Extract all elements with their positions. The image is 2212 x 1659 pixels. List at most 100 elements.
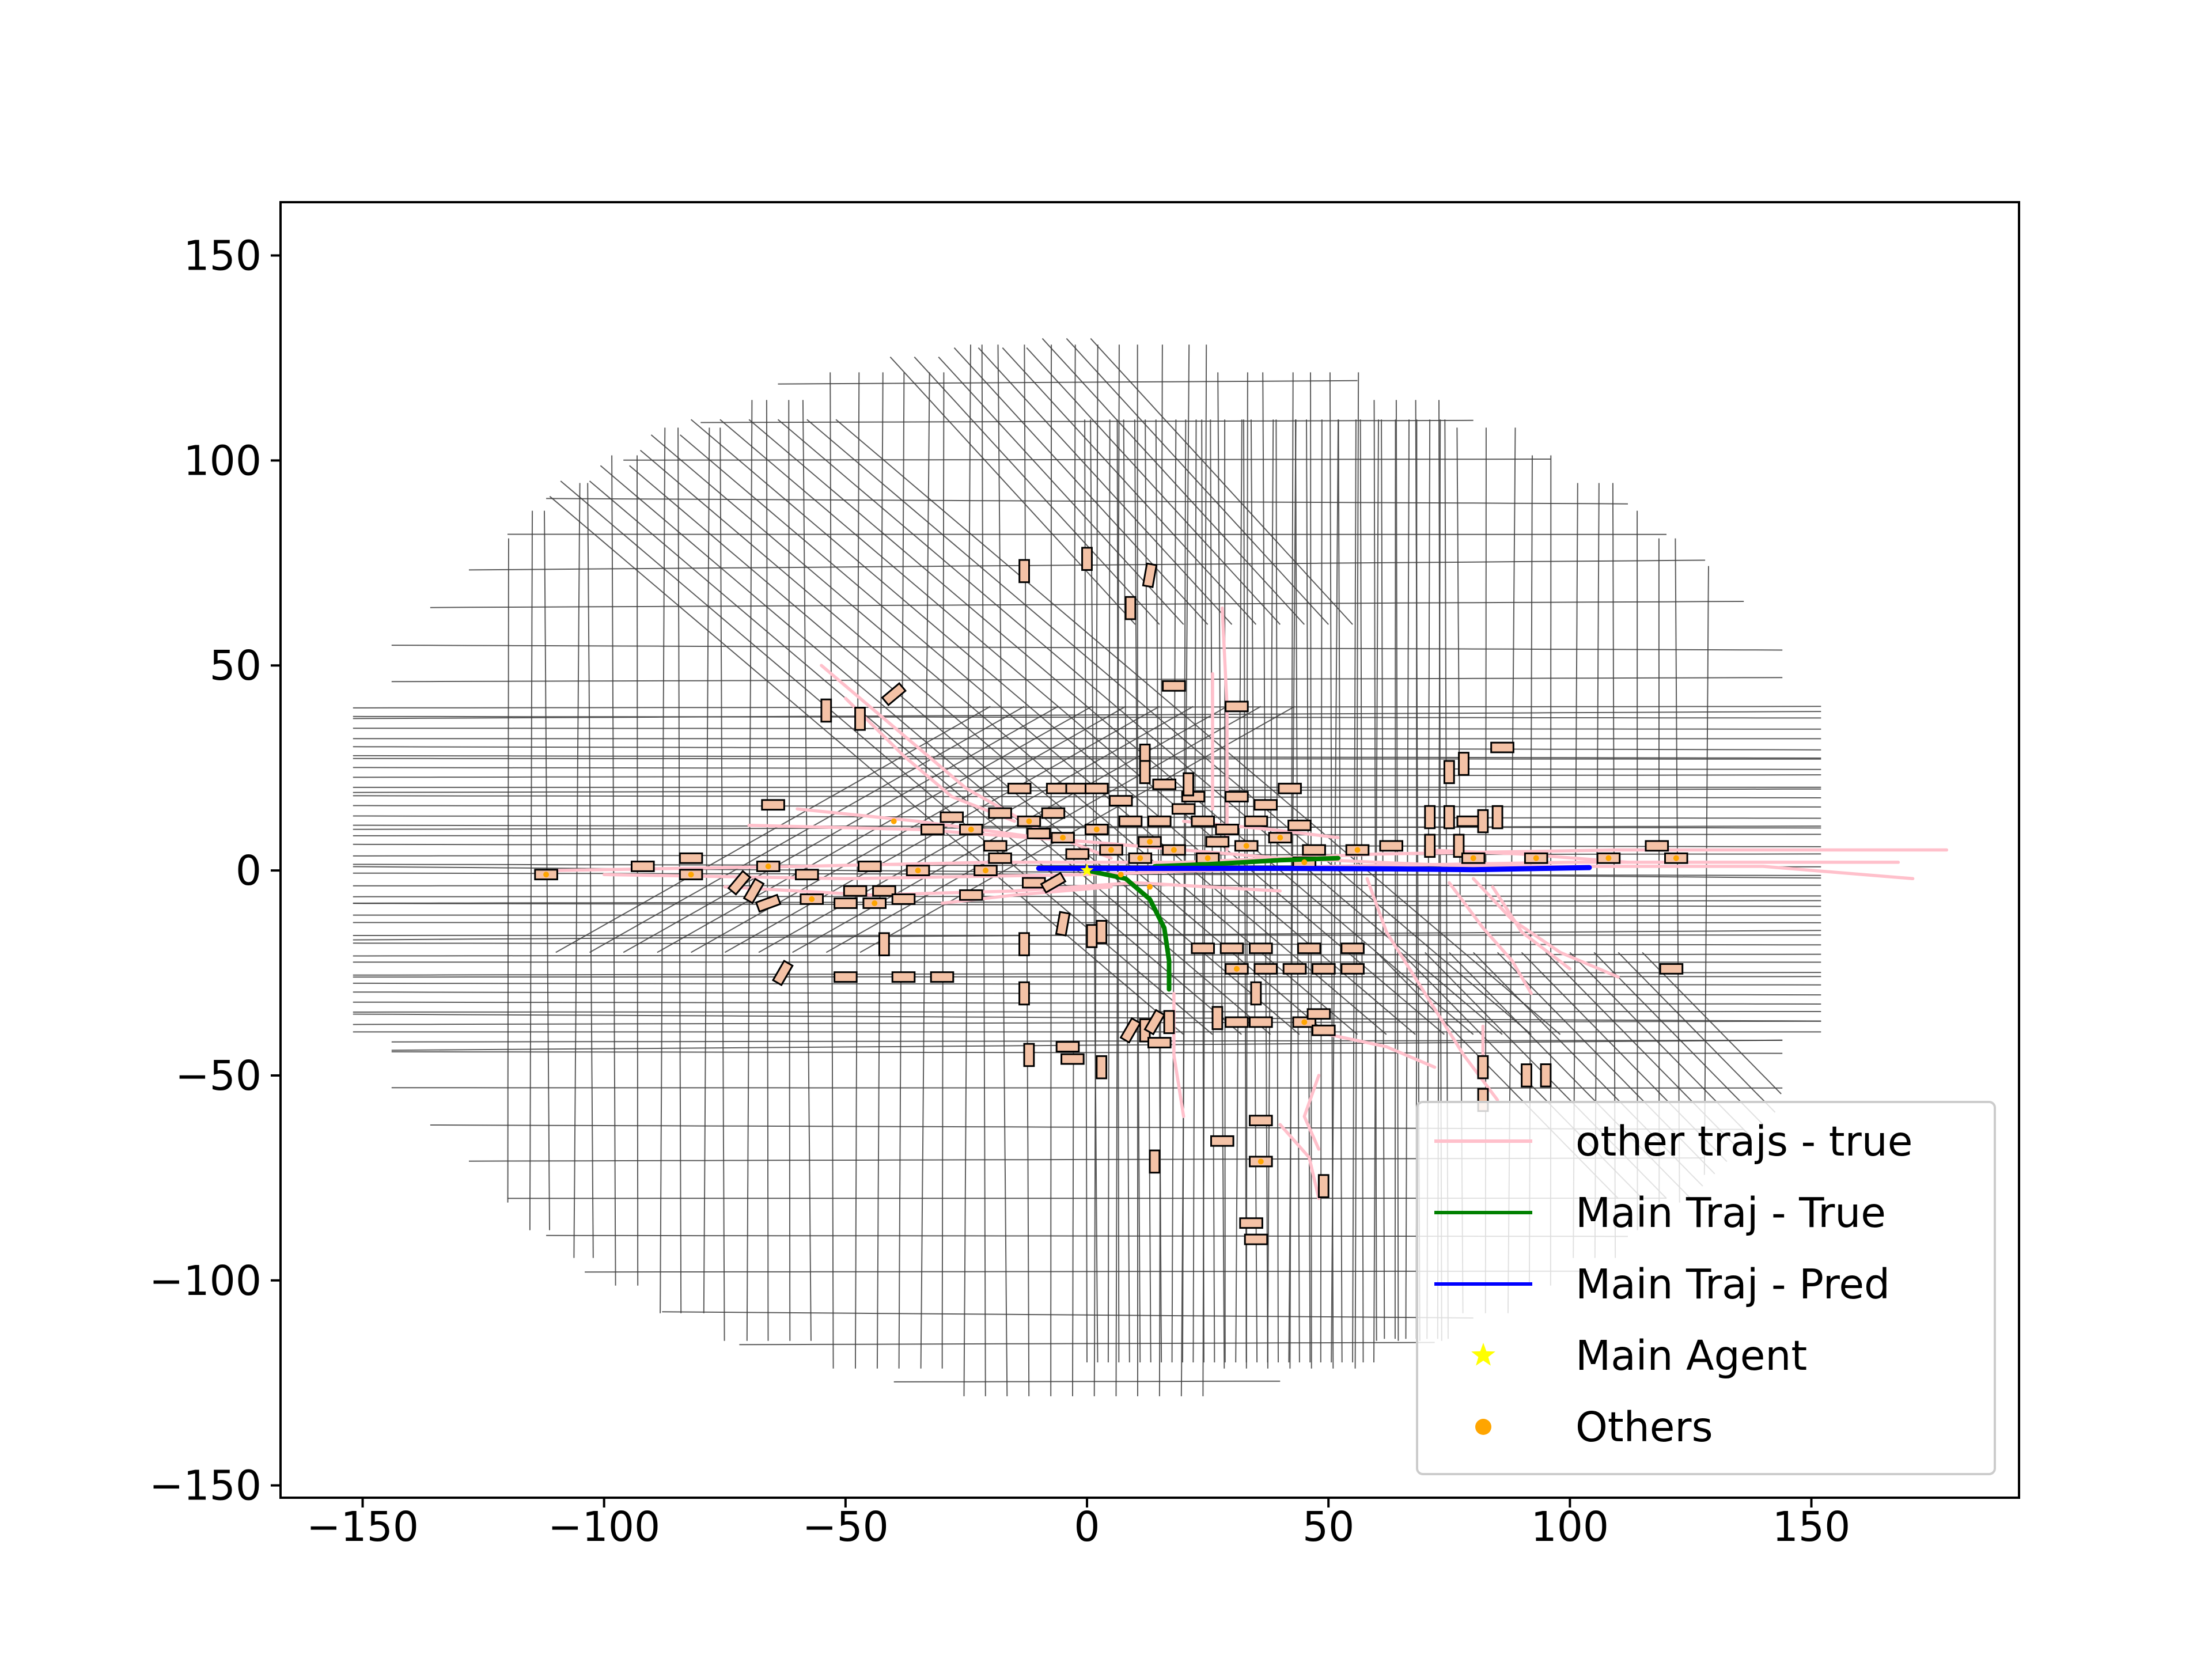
lane-line-10 [353, 953, 1821, 957]
lane-line-124 [1123, 419, 1130, 1363]
other-agent-dot-0 [543, 872, 550, 878]
other-agent-dot-17 [1277, 835, 1283, 841]
lane-line-144 [1338, 419, 1343, 1363]
lane-line-162 [680, 434, 1387, 1035]
vehicle-box-43 [1152, 778, 1177, 790]
lane-line-130 [1192, 419, 1197, 1363]
other-agent-dot-6 [968, 826, 974, 832]
lane-line-140 [1295, 419, 1300, 1363]
vehicle-box-136 [1521, 1063, 1532, 1088]
agent-markers [543, 818, 1679, 1165]
vehicle-box-115 [1282, 963, 1307, 975]
other-traj-9 [1471, 877, 1620, 979]
vehicle-box-117 [1297, 942, 1321, 955]
vehicle-box-104 [1096, 1055, 1108, 1080]
legend-entries: other trajs - true Main Traj - True Main T… [1434, 1118, 1912, 1451]
x-tick-label-6: 150 [1772, 1503, 1851, 1551]
vehicle-box-82 [1081, 547, 1093, 571]
vehicle-box-88 [1139, 760, 1151, 785]
other-agent-dot-12 [1137, 855, 1143, 861]
other-agent-dot-5 [915, 868, 921, 874]
x-tick-label-0: −150 [306, 1503, 419, 1551]
vehicle-box-61 [1379, 840, 1403, 852]
legend-label-1: Main Traj - True [1575, 1189, 1886, 1237]
other-agent-dot-22 [1605, 855, 1612, 861]
lane-line-166 [777, 419, 1503, 1035]
vehicle-box-63 [1424, 805, 1436, 830]
lane-line-160 [639, 449, 1329, 1035]
vehicle-box-81 [1018, 559, 1031, 584]
lane-line-163 [690, 419, 1416, 1035]
other-traj-0 [554, 848, 1949, 872]
other-agent-dot-8 [1026, 818, 1032, 824]
other-traj-14 [1278, 1123, 1321, 1200]
lane-line-122 [1107, 419, 1111, 1363]
vehicle-box-9 [795, 869, 819, 881]
other-traj-8 [1365, 877, 1499, 1102]
vehicle-box-18 [921, 824, 945, 835]
legend-label-2: Main Traj - Pred [1575, 1260, 1890, 1308]
vehicle-box-133 [1317, 1174, 1330, 1198]
lane-line-74 [719, 427, 725, 1341]
other-agent-dot-29 [1257, 1158, 1264, 1165]
vehicle-box-94 [771, 960, 794, 986]
vehicle-box-75 [1645, 840, 1669, 852]
vehicle-box-101 [1023, 1043, 1035, 1067]
vehicle-box-123 [1249, 1016, 1273, 1028]
vehicle-box-85 [1162, 680, 1186, 692]
vehicle-box-92 [891, 971, 916, 983]
vehicle-box-107 [1143, 1009, 1166, 1036]
vehicle-box-83 [1124, 596, 1137, 620]
x-tick-label-1: −100 [548, 1503, 660, 1551]
vehicle-box-26 [1007, 782, 1032, 794]
lane-line-170 [914, 357, 1160, 625]
vehicle-box-6 [755, 893, 782, 913]
x-tick-label-2: −50 [802, 1503, 889, 1551]
lane-line-176 [1041, 338, 1305, 625]
lane-line-5 [353, 1001, 1821, 1005]
vehicle-box-119 [1340, 963, 1365, 975]
lane-line-168 [835, 419, 1561, 1035]
vehicle-box-2 [679, 852, 703, 864]
vehicle-box-102 [1055, 1041, 1080, 1052]
vehicle-box-80 [854, 707, 866, 731]
vehicle-box-19 [940, 811, 964, 823]
vehicle-box-121 [1225, 1016, 1249, 1028]
other-agent-dot-3 [809, 896, 815, 902]
vehicle-box-116 [1312, 963, 1336, 975]
vehicle-box-89 [1183, 772, 1195, 797]
other-agent-dot-18 [1301, 859, 1308, 865]
lane-line-71 [660, 427, 666, 1313]
vehicle-box-11 [834, 897, 858, 909]
legend-label-3: Main Agent [1575, 1332, 1807, 1380]
vehicle-box-16 [891, 893, 916, 905]
lane-line-46 [353, 1013, 1821, 1022]
other-agent-dot-13 [1147, 839, 1153, 845]
vehicle-box-126 [1312, 1024, 1336, 1036]
other-agent-dot-11 [1108, 847, 1114, 853]
lane-line-158 [600, 465, 1271, 1035]
other-traj-5 [844, 696, 1017, 823]
lane-line-178 [1090, 338, 1353, 625]
x-tick-label-5: 100 [1531, 1503, 1609, 1551]
other-agent-dot-24 [891, 818, 897, 824]
other-traj-15 [1302, 1074, 1321, 1151]
vehicle-box-56 [1278, 782, 1302, 794]
y-tick-label-4: 50 [210, 642, 262, 690]
lane-line-174 [1002, 347, 1257, 625]
vehicle-box-57 [1287, 819, 1312, 831]
lane-line-119 [1703, 566, 1709, 1175]
lane-line-132 [1210, 419, 1215, 1363]
axes-frame [279, 201, 2020, 1499]
vehicle-box-125 [1306, 1008, 1331, 1020]
y-tick-label-2: −50 [175, 1052, 262, 1100]
lane-line-149 [1394, 419, 1396, 1339]
vehicle-box-15 [858, 861, 882, 872]
main-traj-true-line [1085, 868, 1172, 992]
vehicle-box-93 [930, 971, 955, 983]
lane-line-80 [855, 372, 860, 1369]
lane-line-85 [963, 344, 971, 1396]
other-agent-dot-25 [1118, 872, 1124, 878]
lane-line-189 [1618, 952, 1776, 1113]
lane-line-141 [1306, 419, 1311, 1363]
